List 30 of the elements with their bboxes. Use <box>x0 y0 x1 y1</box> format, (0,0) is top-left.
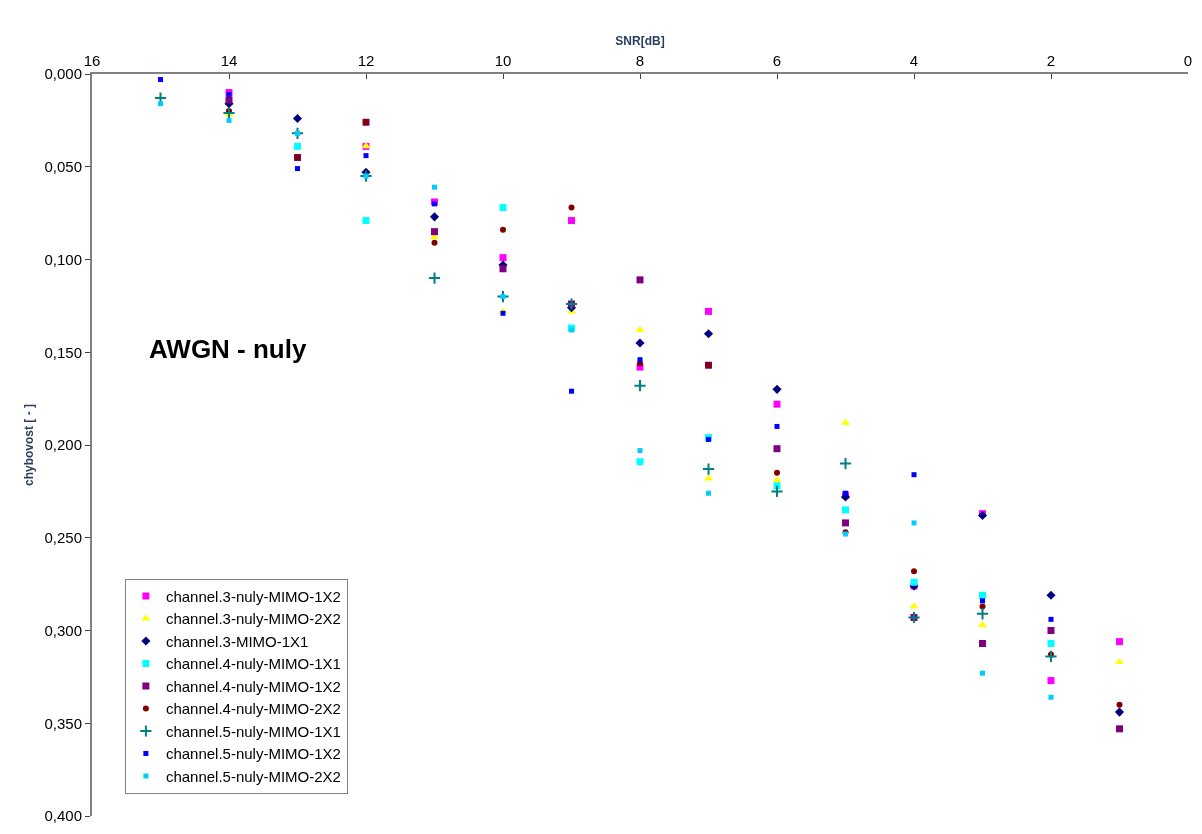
y-tick-label: 0,350 <box>44 714 82 732</box>
x-tick-label: 6 <box>772 52 782 69</box>
y-tick-label: 0,200 <box>44 436 82 454</box>
y-tick-label: 0,150 <box>44 343 82 361</box>
legend-label: channel.5-nuly-MIMO-1X1 <box>165 722 341 740</box>
x-tick-label: 0 <box>1183 52 1193 69</box>
x-tick-label: 16 <box>83 52 101 69</box>
x-tick-label: 14 <box>220 52 238 69</box>
x-tick-label: 10 <box>494 52 512 69</box>
legend-label: channel.4-nuly-MIMO-1X1 <box>165 655 341 673</box>
x-axis-title: SNR[dB] <box>615 33 665 48</box>
y-tick-label: 0,250 <box>44 529 82 546</box>
legend-label: channel.4-nuly-MIMO-1X2 <box>165 677 341 695</box>
y-tick-label: 0,100 <box>44 250 82 268</box>
y-tick-label: 0,400 <box>44 807 82 825</box>
annotation: AWGN - nuly <box>149 334 307 364</box>
y-axis-title: chybovost [ - ] <box>22 403 37 487</box>
legend-label: channel.5-nuly-MIMO-1X2 <box>165 745 341 763</box>
legend-label: channel.3-nuly-MIMO-1X2 <box>165 587 341 605</box>
y-tick-label: 0,000 <box>44 65 82 83</box>
x-tick-label: 8 <box>635 52 645 69</box>
legend-label: channel.4-nuly-MIMO-2X2 <box>165 700 341 718</box>
legend-label: channel.5-nuly-MIMO-2X2 <box>165 767 341 785</box>
legend-label: channel.3-nuly-MIMO-2X2 <box>165 610 341 628</box>
x-tick-label: 12 <box>357 52 375 69</box>
x-tick-label: 4 <box>909 52 919 69</box>
x-tick-label: 2 <box>1046 52 1056 69</box>
y-tick-label: 0,300 <box>44 621 82 639</box>
y-tick-label: 0,050 <box>44 158 82 175</box>
legend-label: channel.3-MIMO-1X1 <box>165 632 309 650</box>
